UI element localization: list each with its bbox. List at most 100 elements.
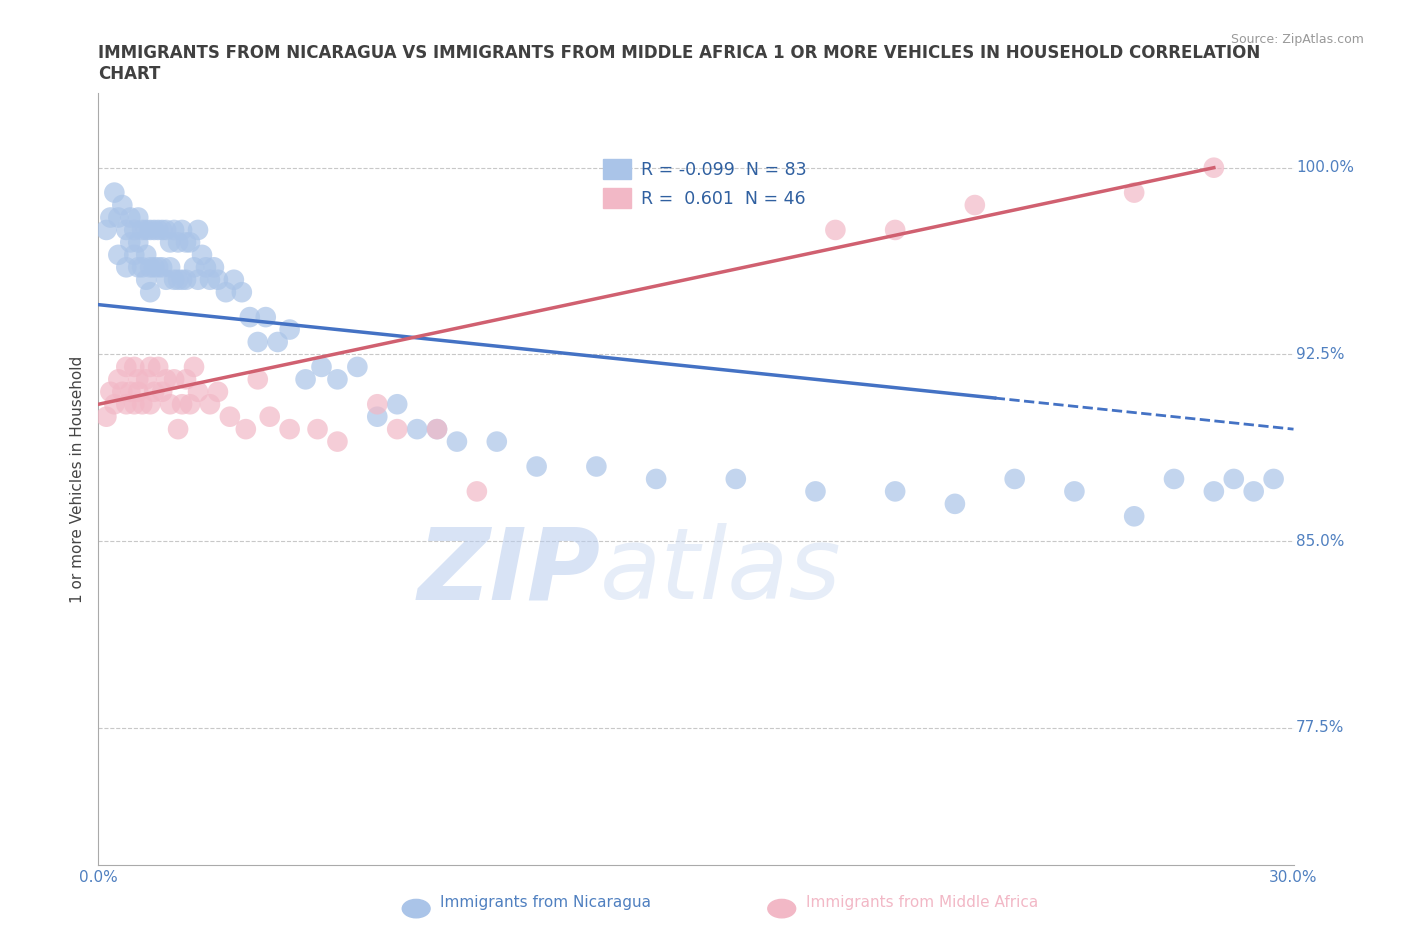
Text: 92.5%: 92.5% bbox=[1296, 347, 1344, 362]
Point bbox=[124, 222, 146, 237]
Circle shape bbox=[402, 899, 430, 918]
Point bbox=[107, 372, 129, 387]
Point bbox=[131, 397, 153, 412]
Point bbox=[163, 372, 186, 387]
Point bbox=[148, 259, 170, 274]
Text: ZIP: ZIP bbox=[418, 523, 600, 620]
Point bbox=[139, 285, 162, 299]
Point bbox=[231, 285, 253, 299]
Point bbox=[120, 210, 142, 225]
Point bbox=[191, 247, 214, 262]
Point bbox=[127, 210, 149, 225]
Point bbox=[124, 397, 146, 412]
Point bbox=[307, 421, 329, 436]
Point bbox=[174, 372, 197, 387]
Point bbox=[1163, 472, 1185, 486]
Point bbox=[143, 222, 166, 237]
Point bbox=[1004, 472, 1026, 486]
Point bbox=[155, 272, 177, 287]
Point bbox=[246, 335, 269, 350]
Point bbox=[139, 259, 162, 274]
Point bbox=[135, 247, 157, 262]
Point bbox=[127, 372, 149, 387]
Circle shape bbox=[768, 899, 796, 918]
Point bbox=[103, 397, 125, 412]
Point bbox=[148, 360, 170, 375]
Point bbox=[259, 409, 281, 424]
Point bbox=[884, 484, 907, 498]
Point bbox=[724, 472, 747, 486]
Point bbox=[1202, 160, 1225, 175]
Point bbox=[207, 272, 229, 287]
Point bbox=[326, 434, 349, 449]
Point bbox=[135, 272, 157, 287]
Point bbox=[103, 185, 125, 200]
Point bbox=[219, 409, 242, 424]
Point bbox=[311, 360, 333, 375]
Point bbox=[406, 421, 429, 436]
Point bbox=[215, 285, 238, 299]
Text: atlas: atlas bbox=[600, 523, 842, 620]
Point bbox=[366, 397, 388, 412]
Point bbox=[159, 235, 181, 250]
Point bbox=[135, 222, 157, 237]
Point bbox=[179, 397, 201, 412]
Point bbox=[485, 434, 508, 449]
Point bbox=[135, 372, 157, 387]
Point bbox=[115, 360, 138, 375]
Point bbox=[1123, 509, 1146, 524]
Point bbox=[127, 235, 149, 250]
Point bbox=[1202, 484, 1225, 498]
Point bbox=[167, 421, 190, 436]
Point bbox=[163, 222, 186, 237]
Point bbox=[246, 372, 269, 387]
Text: Immigrants from Middle Africa: Immigrants from Middle Africa bbox=[806, 895, 1038, 910]
Point bbox=[1263, 472, 1285, 486]
Point bbox=[139, 360, 162, 375]
Point bbox=[187, 384, 209, 399]
Point bbox=[174, 272, 197, 287]
Point bbox=[163, 272, 186, 287]
Point bbox=[131, 259, 153, 274]
Point bbox=[1123, 185, 1146, 200]
Point bbox=[183, 360, 205, 375]
Point bbox=[1063, 484, 1085, 498]
Point bbox=[207, 384, 229, 399]
Text: 77.5%: 77.5% bbox=[1296, 721, 1344, 736]
Point bbox=[96, 222, 118, 237]
Point bbox=[366, 409, 388, 424]
Point bbox=[195, 259, 218, 274]
Point bbox=[115, 259, 138, 274]
Point bbox=[124, 247, 146, 262]
Point bbox=[198, 397, 221, 412]
Point bbox=[202, 259, 225, 274]
Point bbox=[107, 210, 129, 225]
Point bbox=[465, 484, 488, 498]
Point bbox=[115, 397, 138, 412]
Point bbox=[172, 397, 194, 412]
Point bbox=[235, 421, 257, 436]
Y-axis label: 1 or more Vehicles in Household: 1 or more Vehicles in Household bbox=[70, 355, 86, 603]
Point bbox=[98, 210, 122, 225]
Point bbox=[150, 384, 173, 399]
Point bbox=[426, 421, 449, 436]
Point bbox=[148, 222, 170, 237]
Point bbox=[120, 384, 142, 399]
Text: Immigrants from Nicaragua: Immigrants from Nicaragua bbox=[440, 895, 651, 910]
Point bbox=[222, 272, 245, 287]
Point bbox=[143, 259, 166, 274]
Point bbox=[198, 272, 221, 287]
Point bbox=[884, 222, 907, 237]
Point bbox=[645, 472, 668, 486]
Point bbox=[98, 384, 122, 399]
Point bbox=[804, 484, 827, 498]
Point bbox=[346, 360, 368, 375]
Point bbox=[107, 247, 129, 262]
Point bbox=[115, 222, 138, 237]
Point bbox=[155, 222, 177, 237]
Point bbox=[155, 372, 177, 387]
Point bbox=[385, 421, 409, 436]
Point bbox=[111, 384, 134, 399]
Point bbox=[1223, 472, 1246, 486]
Point bbox=[172, 272, 194, 287]
